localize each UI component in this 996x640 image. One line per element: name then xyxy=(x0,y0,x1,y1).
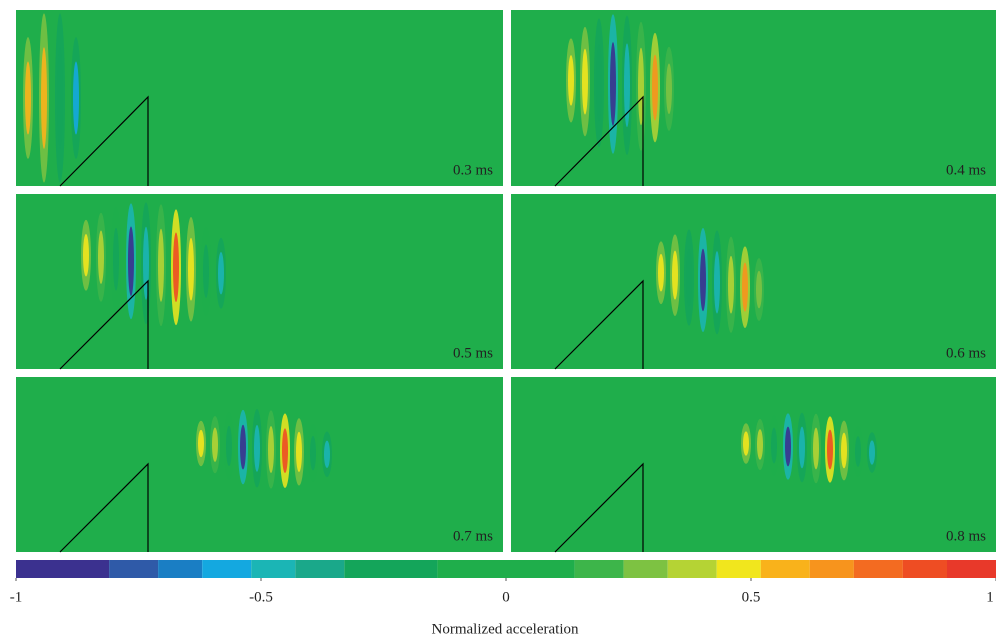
wave-crest xyxy=(25,61,31,135)
time-label: 0.6 ms xyxy=(946,345,986,361)
wave-crest xyxy=(624,43,630,128)
wave-crest xyxy=(568,55,574,106)
colorbar-segment xyxy=(947,560,996,578)
wave-crest xyxy=(41,47,47,149)
panel-background xyxy=(511,377,996,552)
time-label: 0.8 ms xyxy=(946,528,986,544)
wedge-outline xyxy=(59,279,149,370)
wave-crest xyxy=(771,427,777,464)
colorbar-tick-label: 1 xyxy=(986,589,994,605)
colorbar-segment xyxy=(344,560,438,578)
wave-crest xyxy=(743,431,749,456)
wave-crest xyxy=(582,48,588,115)
wave-crest xyxy=(73,61,79,135)
colorbar-segment xyxy=(109,560,159,578)
colorbar-segment xyxy=(251,560,296,578)
colorbar-tick-label: 0 xyxy=(502,589,510,605)
wave-crest xyxy=(324,440,330,468)
colorbar-label: Normalized acceleration xyxy=(432,621,579,637)
wedge-outline xyxy=(59,95,149,187)
wave-crest xyxy=(254,424,260,472)
colorbar-segment xyxy=(437,560,575,578)
wave-crest xyxy=(282,428,288,474)
wave-crest xyxy=(799,426,805,469)
panel: 0.5 ms xyxy=(16,194,503,370)
wave-crest xyxy=(226,425,232,467)
colorbar-segment xyxy=(158,560,203,578)
panel: 0.8 ms xyxy=(511,377,996,553)
panel: 0.6 ms xyxy=(511,194,996,370)
wave-crest xyxy=(596,44,602,122)
colorbar-segment xyxy=(716,560,761,578)
wave-crest xyxy=(658,253,664,292)
wave-crest xyxy=(841,432,847,469)
wedge-outline xyxy=(554,462,644,553)
time-label: 0.3 ms xyxy=(453,162,493,178)
wedge-outline xyxy=(554,95,644,187)
wave-crest xyxy=(310,435,316,471)
wave-crest xyxy=(672,250,678,300)
colorbar-segment xyxy=(809,560,854,578)
wave-crest xyxy=(188,237,194,301)
time-label: 0.4 ms xyxy=(946,162,986,178)
wave-crest xyxy=(128,226,134,296)
wave-crest xyxy=(756,270,762,309)
wave-crest xyxy=(700,248,706,312)
wave-crest xyxy=(57,47,63,149)
wedge-outline xyxy=(59,462,149,553)
wave-crest xyxy=(813,427,819,470)
panel: 0.7 ms xyxy=(16,377,503,553)
wave-crest xyxy=(742,262,748,312)
wave-crest xyxy=(714,251,720,314)
colorbar-segment xyxy=(623,560,668,578)
panel-background xyxy=(511,10,996,186)
colorbar-segment xyxy=(853,560,903,578)
wedge-outline xyxy=(554,279,644,370)
wave-crest xyxy=(240,424,246,470)
wave-crest xyxy=(757,429,763,460)
wave-crest xyxy=(652,54,658,121)
panel: 0.3 ms xyxy=(16,10,503,187)
panel-background xyxy=(16,10,503,186)
panel-background xyxy=(511,194,996,369)
wave-crest xyxy=(785,426,791,467)
colorbar-segment xyxy=(16,560,110,578)
wave-crest xyxy=(855,436,861,467)
wave-crest xyxy=(610,42,616,126)
wave-crest xyxy=(83,234,89,277)
wave-crest xyxy=(113,227,119,291)
wave-crest xyxy=(158,228,164,302)
colorbar-tick-label: 0.5 xyxy=(742,589,761,605)
colorbar-segment xyxy=(902,560,947,578)
wave-crest xyxy=(203,244,209,298)
wave-crest xyxy=(173,232,179,302)
wave-crest xyxy=(296,431,302,473)
colorbar-segment xyxy=(295,560,345,578)
wave-crest xyxy=(869,440,875,465)
time-label: 0.5 ms xyxy=(453,345,493,361)
wave-crest xyxy=(728,255,734,314)
panel: 0.4 ms xyxy=(511,10,996,187)
wave-crest xyxy=(268,426,274,473)
wave-crest xyxy=(198,429,204,458)
time-label: 0.7 ms xyxy=(453,528,493,544)
colorbar-segment xyxy=(760,560,810,578)
wave-crest xyxy=(827,429,833,470)
wave-crest xyxy=(218,252,224,295)
wave-crest xyxy=(666,63,672,115)
colorbar-tick-label: -0.5 xyxy=(249,589,273,605)
colorbar-tick-label: -1 xyxy=(10,589,23,605)
wave-crest xyxy=(212,427,218,462)
colorbar-segment xyxy=(574,560,624,578)
colorbar-segment xyxy=(202,560,252,578)
wave-crest xyxy=(686,248,692,307)
colorbar-segment xyxy=(667,560,717,578)
wave-crest xyxy=(98,230,104,284)
